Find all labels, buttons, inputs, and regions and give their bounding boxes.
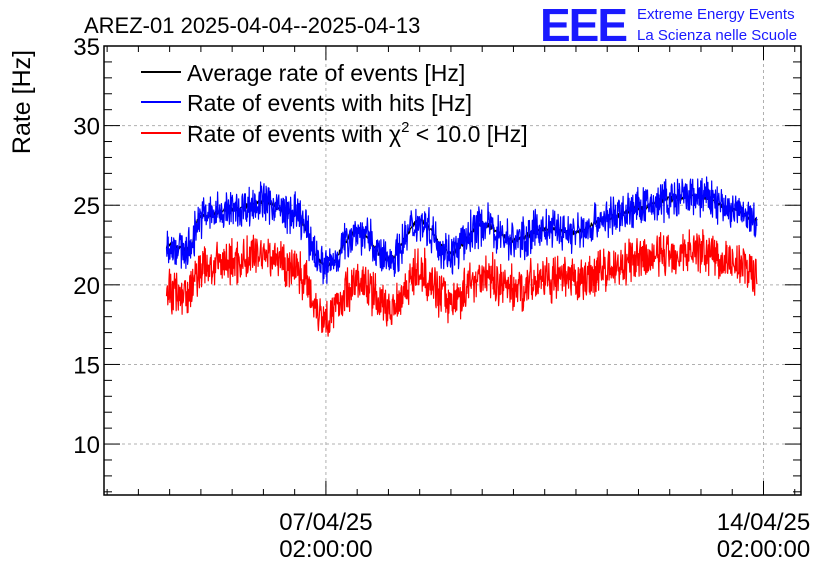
legend-label-0: Average rate of events [Hz] (187, 60, 465, 86)
y-tick-label: 35 (73, 34, 100, 61)
y-tick-label: 15 (73, 352, 100, 379)
x-tick-label-date: 07/04/25 (279, 509, 372, 536)
axes: 10152025303507/04/2502:00:0014/04/2502:0… (73, 34, 810, 563)
x-tick-label-time: 02:00:00 (279, 536, 372, 563)
logo-line-2: La Scienza nelle Scuole (637, 27, 798, 44)
logo-line-1: Extreme Energy Events (637, 6, 795, 23)
y-tick-label: 25 (73, 193, 100, 220)
y-axis-label: Rate [Hz] (8, 50, 36, 154)
series-line-2 (165, 229, 758, 337)
series-line-1 (165, 176, 758, 285)
x-tick-label-date: 14/04/25 (717, 509, 810, 536)
eee-logo: EEE Extreme Energy Events La Scienza nel… (540, 0, 830, 51)
legend: Average rate of events [Hz] Rate of event… (141, 60, 528, 147)
plot-frame (103, 45, 802, 496)
logo-mark: EEE (540, 0, 628, 51)
legend-label-2: Rate of events with χ2 < 10.0 [Hz] (187, 119, 528, 147)
legend-label-1: Rate of events with hits [Hz] (187, 90, 472, 116)
y-tick-label: 10 (73, 432, 100, 459)
x-tick-label-time: 02:00:00 (717, 536, 810, 563)
data-traces (165, 176, 758, 337)
chart-title: AREZ-01 2025-04-04--2025-04-13 (84, 13, 420, 38)
y-tick-label: 30 (73, 114, 100, 141)
y-tick-label: 20 (73, 273, 100, 300)
